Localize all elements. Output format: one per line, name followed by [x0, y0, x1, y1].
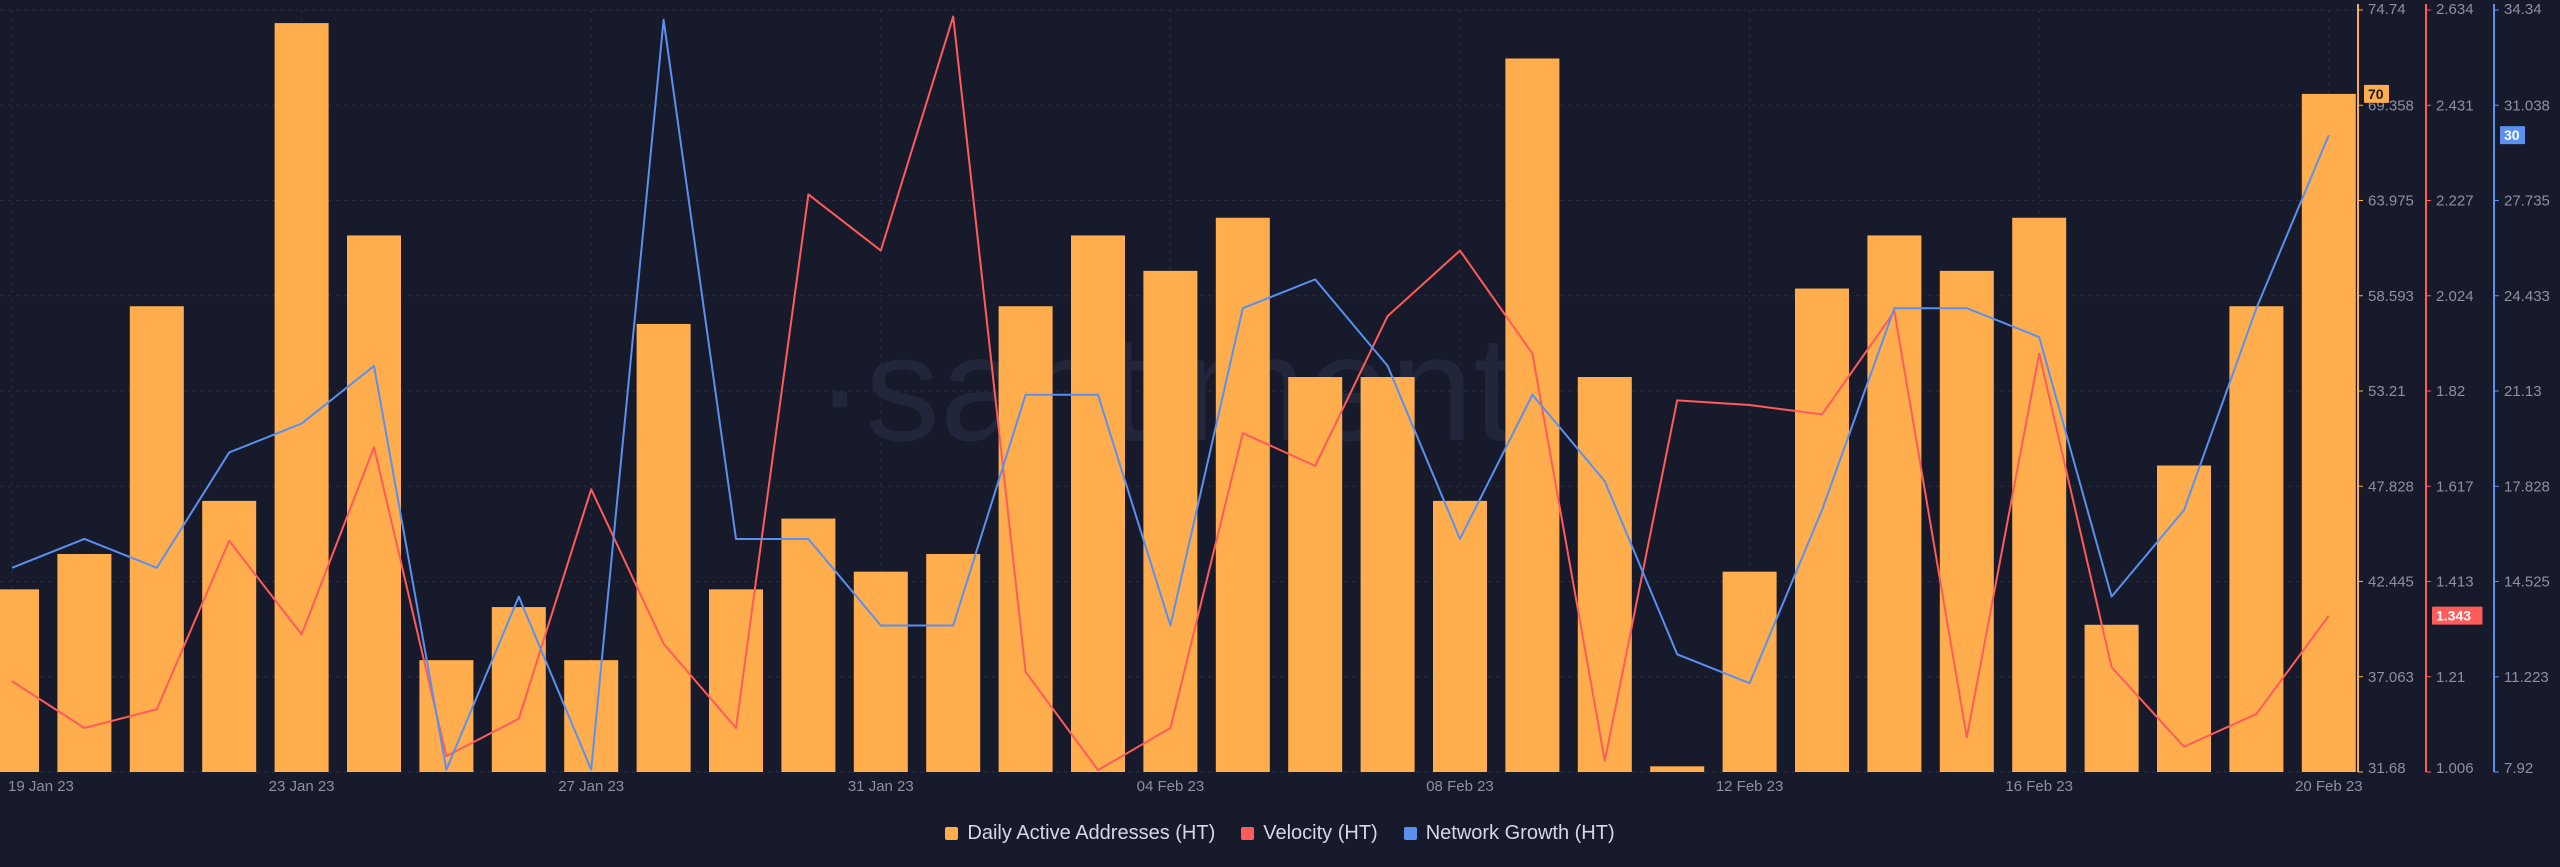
daa-tick-label: 53.21: [2368, 383, 2406, 400]
legend-swatch-velocity: [1241, 826, 1255, 840]
daa-bar: [57, 553, 112, 772]
daa-bar: [1795, 288, 1849, 772]
daa-tick-label: 74.74: [2368, 1, 2406, 18]
x-tick-label: 04 Feb 23: [1137, 778, 1205, 795]
daa-bar: [2012, 217, 2067, 772]
daa-bars: [0, 23, 2356, 773]
y-axes: 74.7469.35863.97558.59353.2147.82842.445…: [2357, 1, 2550, 777]
network-tick-label: 14.525: [2504, 574, 2550, 591]
daa-bar: [2157, 465, 2211, 772]
x-tick-label: 08 Feb 23: [1426, 778, 1494, 795]
velocity-tick-label: 2.024: [2436, 288, 2474, 305]
legend-swatch-daa: [945, 826, 959, 840]
x-tick-label: 23 Jan 23: [269, 778, 335, 795]
daa-tick-label: 58.593: [2368, 288, 2414, 305]
network-tick-label: 17.828: [2504, 478, 2550, 495]
network-tick-label: 7.92: [2504, 760, 2533, 777]
network-last-value-text: 30: [2504, 127, 2520, 143]
last-value-badges: 70 1.343 30: [2364, 84, 2525, 625]
daa-bar: [1360, 377, 1415, 772]
daa-bar: [1722, 571, 1777, 772]
x-tick-label: 20 Feb 23: [2295, 778, 2363, 795]
daa-bar: [2301, 93, 2356, 772]
daa-bar: [2229, 306, 2284, 772]
daa-tick-label: 31.68: [2368, 760, 2406, 777]
velocity-last-value-text: 1.343: [2436, 608, 2471, 624]
daa-tick-label: 47.828: [2368, 478, 2414, 495]
daa-bar: [1071, 235, 1125, 772]
legend-label-velocity: Velocity (HT): [1263, 821, 1378, 844]
daa-tick-label: 42.445: [2368, 574, 2414, 591]
network-tick-label: 34.34: [2504, 1, 2542, 18]
daa-bar: [1867, 235, 1922, 772]
velocity-tick-label: 2.431: [2436, 97, 2474, 114]
daa-bar: [1505, 58, 1560, 773]
network-tick-label: 11.223: [2504, 669, 2549, 686]
legend-item-daa[interactable]: Daily Active Addresses (HT): [945, 822, 1215, 845]
daa-bar: [347, 235, 401, 772]
daa-tick-label: 37.063: [2368, 669, 2414, 686]
x-tick-label: 16 Feb 23: [2005, 778, 2073, 795]
network-tick-label: 21.13: [2504, 383, 2542, 400]
x-tick-label: 31 Jan 23: [848, 778, 914, 795]
daa-bar: [274, 23, 329, 773]
daa-tick-label: 63.975: [2368, 193, 2414, 210]
velocity-tick-label: 1.006: [2436, 760, 2474, 777]
daa-bar: [2084, 624, 2139, 772]
daa-bar: [709, 589, 763, 772]
legend-item-network[interactable]: Network Growth (HT): [1403, 821, 1615, 845]
daa-bar: [1650, 766, 1705, 772]
daa-bar: [1577, 377, 1632, 772]
legend-label-network: Network Growth (HT): [1425, 821, 1615, 844]
network-last-value-badge: [2500, 126, 2525, 145]
daa-last-value-text: 70: [2368, 86, 2384, 102]
daa-bar: [998, 306, 1053, 772]
x-tick-label: 19 Jan 23: [8, 778, 74, 795]
network-tick-label: 31.038: [2504, 97, 2550, 114]
velocity-tick-label: 2.227: [2436, 193, 2474, 210]
velocity-tick-label: 1.82: [2436, 383, 2465, 400]
x-tick-label: 12 Feb 23: [1716, 778, 1784, 795]
series-lines: [11, 15, 2330, 772]
daa-bar: [926, 553, 981, 772]
daa-bar: [636, 323, 691, 772]
legend-swatch-network: [1403, 826, 1417, 840]
legend-label-daa: Daily Active Addresses (HT): [967, 821, 1216, 844]
daa-bar: [564, 660, 619, 772]
x-axis-labels: 19 Jan 23 23 Jan 23 27 Jan 23 31 Jan 23 04 F…: [8, 778, 2363, 795]
velocity-tick-label: 2.634: [2436, 1, 2474, 18]
daa-bar: [0, 589, 39, 772]
legend-item-velocity[interactable]: Velocity (HT): [1241, 821, 1378, 845]
daa-bar: [1433, 500, 1487, 772]
daa-bar: [781, 518, 836, 772]
velocity-last-value-badge: [2432, 606, 2483, 625]
velocity-tick-label: 1.617: [2436, 478, 2474, 495]
daa-last-value-badge: [2364, 84, 2389, 103]
daa-bar: [1939, 270, 1994, 772]
daa-bar: [1288, 377, 1343, 772]
velocity-tick-label: 1.413: [2436, 574, 2474, 591]
daa-bar: [1143, 270, 1198, 772]
network-tick-label: 24.433: [2504, 288, 2550, 305]
velocity-tick-label: 1.21: [2436, 669, 2465, 686]
legend: Daily Active Addresses (HT) Velocity (HT…: [0, 818, 2560, 848]
x-tick-label: 27 Jan 23: [558, 778, 624, 795]
network-tick-label: 27.735: [2504, 193, 2550, 210]
daa-bar: [491, 607, 546, 772]
daa-bar: [202, 500, 257, 772]
